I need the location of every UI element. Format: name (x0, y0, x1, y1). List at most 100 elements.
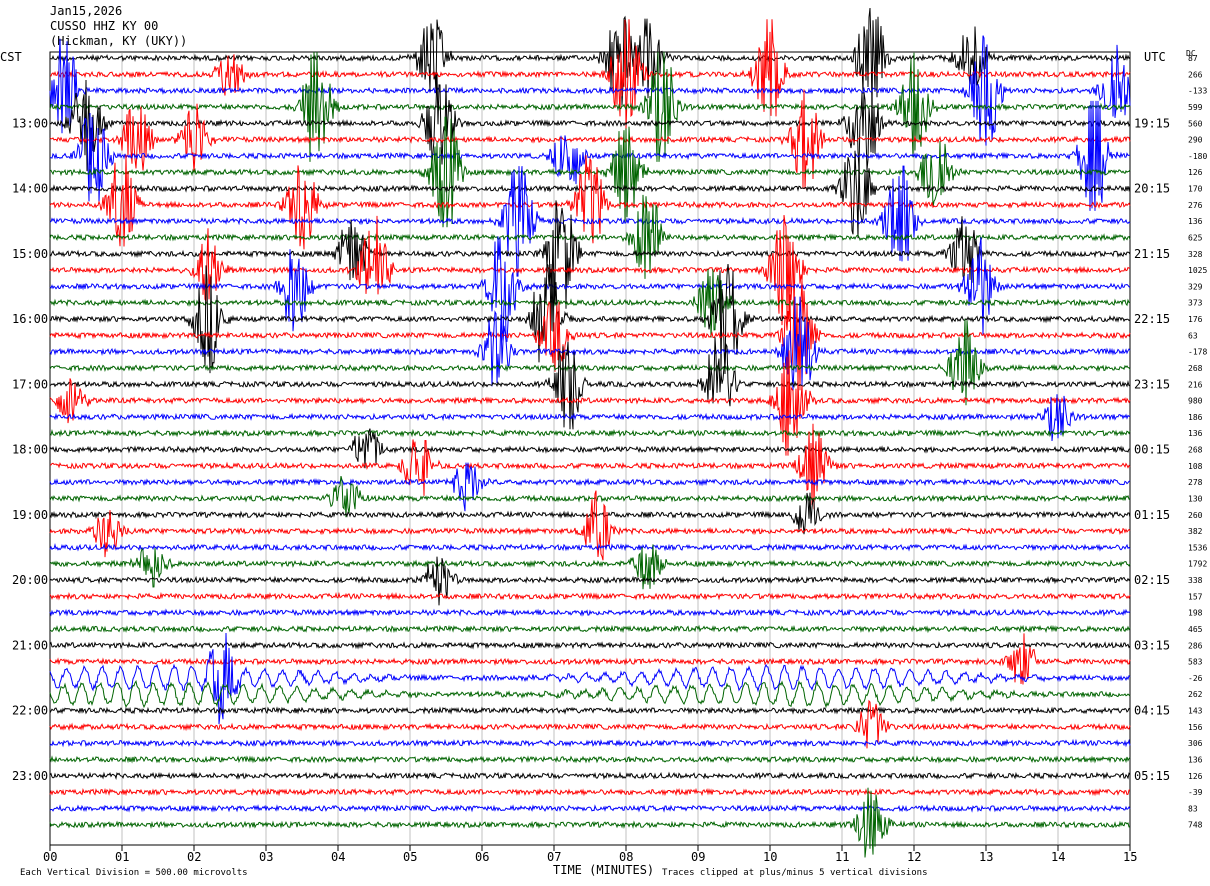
trace-line (49, 771, 1131, 781)
dc-label: DC (1186, 49, 1196, 58)
left-hour-label: 15:00 (12, 247, 48, 261)
dc-offset-value: 156 (1188, 723, 1203, 732)
x-tick-label: 10 (763, 850, 777, 864)
trace-line (49, 787, 1130, 797)
trace-line (49, 215, 1131, 326)
trace-line (49, 35, 1131, 146)
dc-offset-value: 260 (1188, 511, 1203, 520)
right-hour-label: 20:15 (1134, 182, 1170, 196)
x-tick-label: 08 (619, 850, 633, 864)
trace-line (49, 542, 1131, 552)
dc-offset-value: 599 (1188, 103, 1203, 112)
dc-offset-value: 382 (1188, 527, 1203, 536)
x-tick-label: 14 (1051, 850, 1065, 864)
dc-offset-value: 108 (1188, 462, 1203, 471)
trace-line (49, 706, 1131, 715)
dc-offset-value: -133 (1188, 87, 1207, 96)
trace-line (49, 51, 1131, 162)
dc-offset-value: 1792 (1188, 560, 1207, 569)
trace-line (49, 544, 1131, 590)
trace-line (49, 804, 1131, 813)
x-tick-label: 07 (547, 850, 561, 864)
trace-line (49, 150, 1131, 239)
dc-offset-labels: 87 266 -133 599 560 290 -180 126 170 276 136 625 328… (1188, 54, 1207, 830)
right-hour-label: 19:15 (1134, 116, 1170, 130)
left-hour-label: 16:00 (12, 312, 48, 326)
x-tick-label: 12 (907, 850, 921, 864)
dc-offset-value: 560 (1188, 119, 1203, 128)
trace-line (49, 462, 1131, 512)
trace-line (49, 116, 1131, 228)
x-axis-ticks: 00 01 02 03 04 05 06 07 08 09 10 11 12 13 14 15 (43, 845, 1137, 864)
x-axis-title: TIME (MINUTES) (553, 863, 654, 877)
dc-offset-value: 83 (1188, 804, 1198, 813)
x-tick-label: 00 (43, 850, 57, 864)
dc-offset-value: 583 (1188, 658, 1203, 667)
trace-line (49, 296, 1131, 391)
right-hour-label: 22:15 (1134, 312, 1170, 326)
dc-offset-value: 748 (1188, 821, 1203, 830)
x-tick-label: 09 (691, 850, 705, 864)
trace-line (49, 428, 1131, 438)
trace-line (49, 608, 1131, 617)
trace-line (49, 591, 1131, 601)
trace-line (49, 350, 1131, 456)
dc-offset-value: 136 (1188, 429, 1203, 438)
trace-line (49, 318, 1131, 406)
trace-line (49, 262, 1131, 375)
trace-line (49, 74, 1131, 172)
dc-offset-value: 980 (1188, 397, 1203, 406)
trace-line (49, 738, 1131, 748)
trace-line (49, 624, 1131, 634)
dc-offset-value: 373 (1188, 299, 1203, 308)
right-hour-label: 00:15 (1134, 443, 1170, 457)
right-hour-label: 21:15 (1134, 247, 1170, 261)
dc-offset-value: 266 (1188, 70, 1203, 79)
dc-offset-value: -39 (1188, 788, 1203, 797)
right-zone-label: UTC (1144, 50, 1166, 64)
trace-group (49, 7, 1131, 858)
left-hour-label: 13:00 (12, 116, 48, 130)
header-location: (Hickman, KY (UKY)) (50, 34, 188, 48)
trace-line (49, 633, 1131, 685)
left-hour-label: 17:00 (12, 377, 48, 391)
x-tick-label: 06 (475, 850, 489, 864)
left-hour-label: 21:00 (12, 638, 48, 652)
trace-line (49, 640, 1131, 650)
dc-offset-value: 306 (1188, 739, 1203, 748)
left-hour-label: 18:00 (12, 443, 48, 457)
right-hour-labels: 19:15 20:15 21:15 22:15 23:15 00:15 01:15 02:15… (1134, 116, 1170, 783)
right-hour-label: 02:15 (1134, 573, 1170, 587)
x-tick-label: 01 (115, 850, 129, 864)
scale-note: Each Vertical Division = 500.00 microvol… (20, 868, 248, 878)
trace-line (49, 89, 1131, 189)
dc-offset-value: 1536 (1188, 543, 1207, 552)
dc-offset-value: -180 (1188, 152, 1207, 161)
dc-offset-value: 1025 (1188, 266, 1207, 275)
trace-line (49, 492, 1131, 535)
x-tick-label: 13 (979, 850, 993, 864)
left-hour-label: 22:00 (12, 704, 48, 718)
dc-offset-value: 338 (1188, 576, 1203, 585)
right-hour-label: 03:15 (1134, 638, 1170, 652)
dc-offset-value: 136 (1188, 755, 1203, 764)
trace-line (49, 200, 1131, 309)
dc-offset-value: 63 (1188, 331, 1198, 340)
dc-offset-value: 286 (1188, 641, 1203, 650)
dc-offset-value: 176 (1188, 315, 1203, 324)
trace-line (49, 394, 1131, 442)
right-hour-label: 01:15 (1134, 508, 1170, 522)
dc-offset-value: 268 (1188, 446, 1203, 455)
dc-offset-value: 625 (1188, 233, 1203, 242)
trace-line (49, 423, 1131, 510)
header-date: Jan15,2026 (50, 4, 123, 18)
trace-line (49, 7, 1131, 110)
x-tick-label: 15 (1123, 850, 1137, 864)
x-tick-label: 11 (835, 850, 849, 864)
x-tick-label: 03 (259, 850, 273, 864)
trace-line (49, 699, 1131, 749)
dc-offset-value: 198 (1188, 609, 1203, 618)
left-zone-label: CST (0, 50, 22, 64)
trace-line (49, 154, 1131, 250)
x-tick-label: 04 (331, 850, 345, 864)
